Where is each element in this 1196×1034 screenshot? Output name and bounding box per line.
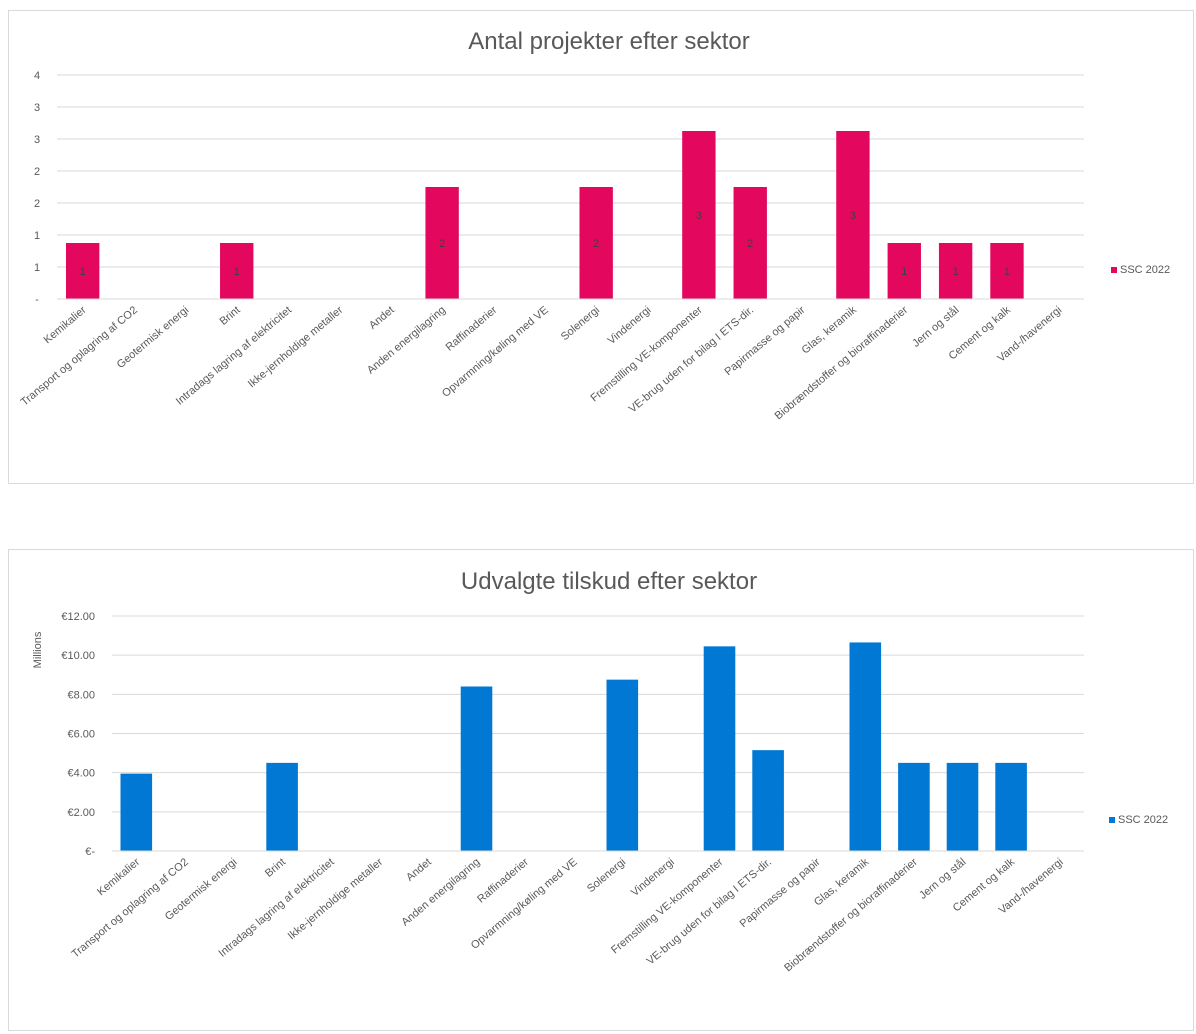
chart-1-y-tick-label: €10.00: [61, 650, 95, 662]
chart-0-bar: [990, 243, 1024, 299]
chart-0-category-label: Opvarmning/køling med VE: [440, 304, 551, 400]
chart-1-category-label: Solenergi: [585, 856, 628, 895]
chart-0-y-tick-label: 2: [34, 198, 40, 210]
chart-0-data-label: 1: [80, 266, 86, 278]
chart-0-category-label: Kemikalier: [42, 304, 89, 346]
chart-0-data-label: 1: [1004, 266, 1010, 278]
chart-0-bar: [65, 243, 100, 299]
chart-1-y-axis-label: Millions: [32, 631, 44, 668]
chart-1-category-label: Papirmasse og papir: [738, 856, 823, 930]
chart-0-bar: [579, 187, 613, 299]
chart-0-y-tick-label: 2: [34, 166, 40, 178]
chart-0-legend-swatch: [1111, 267, 1117, 273]
chart-1-bar: [752, 750, 784, 851]
chart-0-bar: [733, 187, 767, 299]
chart-0-bar: [220, 243, 254, 299]
chart-0-category-label: Raffinaderier: [444, 304, 500, 354]
chart-0-y-tick-label: 3: [34, 102, 40, 114]
chart-1-category-label: Jern og stål: [917, 856, 968, 902]
chart-1-title: Udvalgte tilskud efter sektor: [461, 568, 757, 595]
chart-0-bar: [887, 243, 921, 299]
chart-1-category-label: Kemikalier: [95, 856, 142, 898]
chart-1-bar: [266, 762, 298, 851]
chart-0-bar: [836, 131, 870, 299]
chart-0-data-label: 1: [234, 266, 240, 278]
chart-1-bar: [849, 642, 882, 851]
chart-1-y-tick-label: €4.00: [67, 768, 95, 780]
chart-0-y-tick-label: 1: [34, 230, 40, 242]
chart-grants: Udvalgte tilskud efter sektor €- €2.00 €4.0…: [32, 568, 1168, 974]
chart-1-bar: [606, 679, 639, 851]
chart-1-bar: [120, 773, 153, 851]
chart-1-bar: [995, 762, 1027, 851]
chart-0-data-label: 3: [696, 210, 702, 222]
chart-0-title: Antal projekter efter sektor: [468, 28, 749, 55]
chart-1-y-tick-label: €2.00: [67, 807, 95, 819]
chart-1-y-tick-label: €6.00: [67, 729, 95, 741]
chart-panel-projects: Antal projekter efter sektor - 1 1 2 2 3 3 4 1 Kem…: [8, 10, 1194, 484]
chart-0-data-label: 1: [901, 266, 907, 278]
chart-0-data-label: 3: [850, 210, 856, 222]
chart-1-bar: [898, 762, 930, 851]
chart-0-bar: [425, 187, 459, 299]
chart-0-data-label: 2: [593, 238, 599, 250]
chart-0-y-tick-label: 1: [34, 262, 40, 274]
chart-1-category-label: Vindenergi: [629, 856, 677, 899]
chart-0-category-label: Andet: [367, 304, 397, 332]
chart-0-data-label: 2: [747, 238, 753, 250]
chart-1-y-tick-label: €8.00: [67, 689, 95, 701]
chart-panel-grants: Udvalgte tilskud efter sektor €- €2.00 €4.0…: [8, 549, 1194, 1031]
chart-0-category-label: Solenergi: [559, 304, 602, 343]
chart-1-legend-swatch: [1109, 817, 1115, 823]
chart-0-category-label: Ikke-jernholdige metaller: [246, 304, 346, 390]
chart-0-y-tick-label: 3: [34, 134, 40, 146]
chart-0-y-tick-label: -: [35, 294, 39, 306]
chart-1-y-tick-label: €-: [85, 846, 95, 858]
chart-1-category-label: Andet: [404, 856, 434, 884]
chart-projects: Antal projekter efter sektor - 1 1 2 2 3 3 4 1 Kem…: [19, 28, 1170, 422]
chart-0-category-label: Vindenergi: [606, 304, 654, 347]
chart-1-y-tick-label: €12.00: [61, 611, 95, 623]
chart-1-bar: [460, 686, 493, 851]
chart-0-bar: [682, 131, 716, 299]
chart-0-y-tick-label: 4: [34, 70, 40, 82]
chart-1-legend-label: SSC 2022: [1118, 814, 1168, 826]
chart-1-bar: [703, 646, 736, 851]
chart-0-bar: [938, 243, 973, 299]
chart-0-category-label: Brint: [218, 304, 243, 328]
chart-0-legend-label: SSC 2022: [1120, 264, 1170, 276]
chart-0-data-label: 1: [953, 266, 959, 278]
chart-0-data-label: 2: [439, 238, 445, 250]
chart-1-bar: [946, 762, 979, 851]
chart-1-category-label: Brint: [263, 856, 288, 880]
chart-1-category-label: Ikke-jernholdige metaller: [286, 856, 386, 942]
chart-0-category-label: Jern og stål: [910, 304, 961, 350]
